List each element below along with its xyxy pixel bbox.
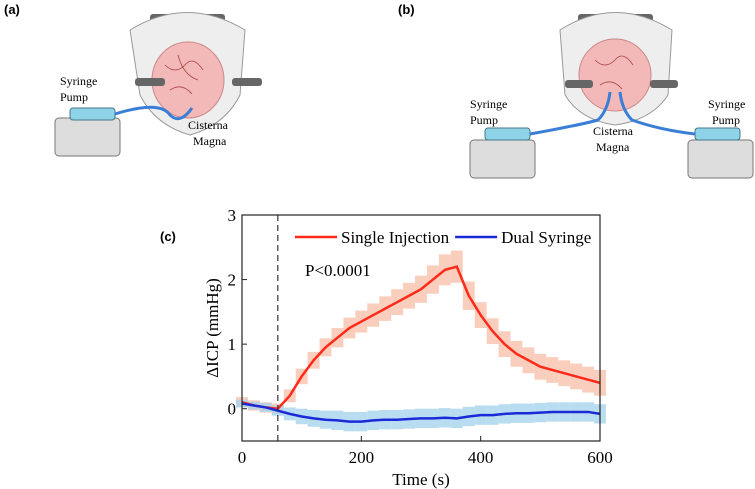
illustration-a	[54, 12, 262, 157]
pump-label: Pump	[60, 90, 88, 104]
plot-frame	[241, 214, 601, 442]
panel-label: (a)	[4, 2, 20, 17]
x-tick-label: 600	[587, 448, 613, 467]
annotation: P<0.0001	[305, 261, 371, 280]
pump-label: Pump	[470, 113, 498, 127]
x-tick-label: 400	[468, 448, 494, 467]
y-tick-label: 1	[228, 335, 237, 354]
y-tick-label: 0	[228, 400, 237, 419]
pump-label: Syringe	[708, 97, 745, 111]
y-tick-label: 2	[228, 271, 237, 290]
series-line	[241, 402, 601, 423]
legend-label: Dual Syringe	[501, 228, 591, 247]
site-label: Magna	[193, 134, 227, 148]
illustration-b	[469, 12, 754, 179]
panel-label: (b)	[398, 2, 415, 17]
pump-label: Syringe	[60, 74, 97, 88]
pump-label: Syringe	[470, 97, 507, 111]
series-line	[241, 265, 601, 411]
x-tick-label: 0	[238, 448, 247, 467]
y-axis-label: ΔICP (mmHg)	[203, 278, 222, 378]
y-tick-label: 3	[228, 206, 237, 225]
pump-label: Pump	[712, 113, 740, 127]
legend-label: Single Injection	[341, 228, 450, 247]
panel-label: (c)	[160, 229, 176, 244]
site-label: Cisterna	[188, 118, 229, 132]
x-axis-label: Time (s)	[392, 470, 449, 489]
x-tick-label: 200	[349, 448, 375, 467]
site-label: Magna	[596, 140, 630, 154]
site-label: Cisterna	[593, 124, 634, 138]
plot: 0 200 400 600 0 1 2 3 Single Injection Dual Syrin…	[228, 206, 613, 467]
